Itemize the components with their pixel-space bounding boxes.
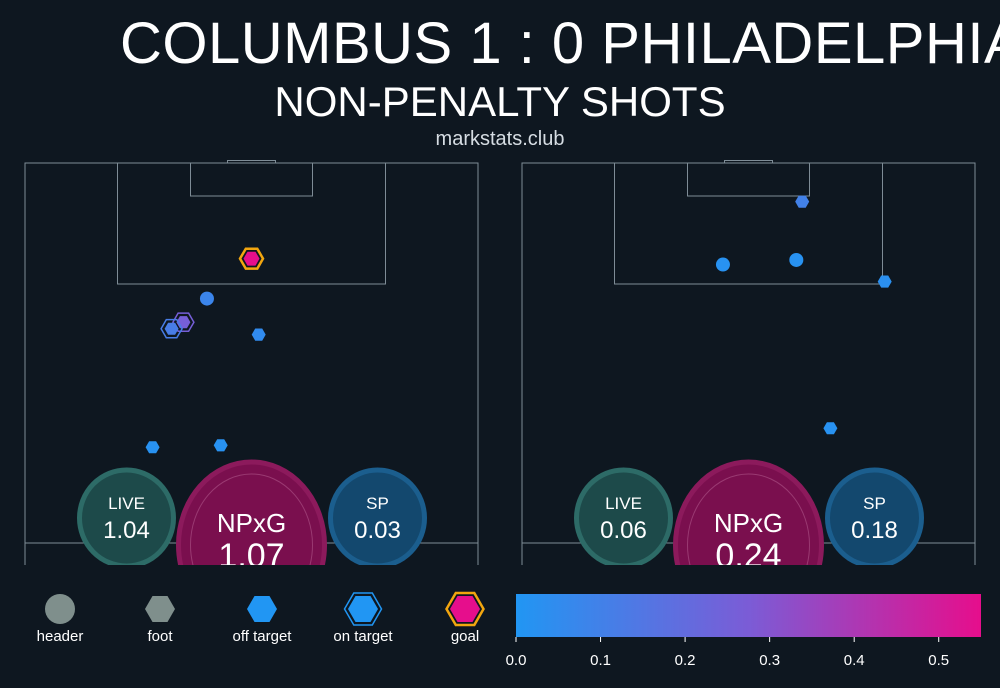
shot-marker (251, 328, 266, 341)
colorbar-tick-label: 0.2 (675, 652, 696, 669)
six-yard-box (190, 162, 313, 197)
colorbar-gradient (516, 594, 981, 637)
shot-marker-ring (172, 312, 195, 333)
shot-marker (715, 257, 730, 272)
legend-goal-marker-ring (445, 591, 485, 627)
shot-marker (213, 439, 228, 452)
chart-title: COLUMBUS 1 : 0 PHILADELPHIA (120, 11, 1000, 76)
shot-marker-ring (160, 318, 183, 339)
live-bubble (574, 467, 673, 565)
npxg-value: 1.07 (218, 537, 284, 575)
shot-marker (877, 275, 892, 288)
npxg-label: NPxG (217, 508, 286, 538)
shot-marker-ring (238, 247, 265, 270)
legend: header foot off target on target goal (37, 591, 485, 645)
goal (227, 160, 276, 164)
shot-marker (199, 291, 214, 306)
colorbar-tick-label: 0.3 (759, 652, 780, 669)
shot-marker (145, 441, 160, 454)
shot-marker (164, 322, 179, 335)
live-value: 0.06 (600, 517, 647, 544)
legend-off-target-label: off target (233, 628, 293, 645)
legend-on-target-label: on target (333, 628, 393, 645)
sp-value: 0.03 (354, 517, 401, 544)
npxg-value: 0.24 (715, 537, 781, 575)
six-yard-box (687, 162, 810, 197)
legend-on-target-marker-ring (343, 592, 383, 626)
legend-foot-label: foot (147, 628, 173, 645)
colorbar-tick-label: 0.4 (844, 652, 865, 669)
colorbar: 0.0 0.1 0.2 0.3 0.4 0.5 (506, 594, 981, 669)
shot-marker (823, 422, 838, 435)
shot-marker (795, 195, 810, 208)
npxg-label: NPxG (714, 508, 783, 538)
legend-foot-marker (145, 596, 175, 622)
live-bubble (77, 467, 176, 565)
legend-goal-label: goal (451, 628, 479, 645)
source-label: markstats.club (435, 128, 565, 150)
goal (724, 160, 773, 164)
shot-marker (789, 252, 804, 267)
legend-goal-marker (450, 596, 480, 622)
legend-on-target-marker (348, 596, 378, 622)
sp-bubble (328, 467, 427, 565)
penalty-box (117, 162, 386, 285)
colorbar-tick-label: 0.1 (590, 652, 611, 669)
live-label: LIVE (605, 494, 642, 513)
colorbar-tick-label: 0.5 (928, 652, 949, 669)
live-label: LIVE (108, 494, 145, 513)
legend-header-marker (45, 594, 75, 624)
legend-off-target-marker (247, 596, 277, 622)
npxg-inner-ring (687, 473, 810, 565)
npxg-inner-ring (190, 473, 313, 565)
sp-value: 0.18 (851, 517, 898, 544)
chart-subtitle: NON-PENALTY SHOTS (274, 78, 726, 125)
colorbar-tick-label: 0.0 (506, 652, 527, 669)
penalty-box (614, 162, 883, 285)
shot-marker (243, 251, 260, 266)
sp-label: SP (863, 494, 886, 513)
sp-label: SP (366, 494, 389, 513)
legend-header-label: header (37, 628, 84, 645)
live-value: 1.04 (103, 517, 150, 544)
sp-bubble (825, 467, 924, 565)
